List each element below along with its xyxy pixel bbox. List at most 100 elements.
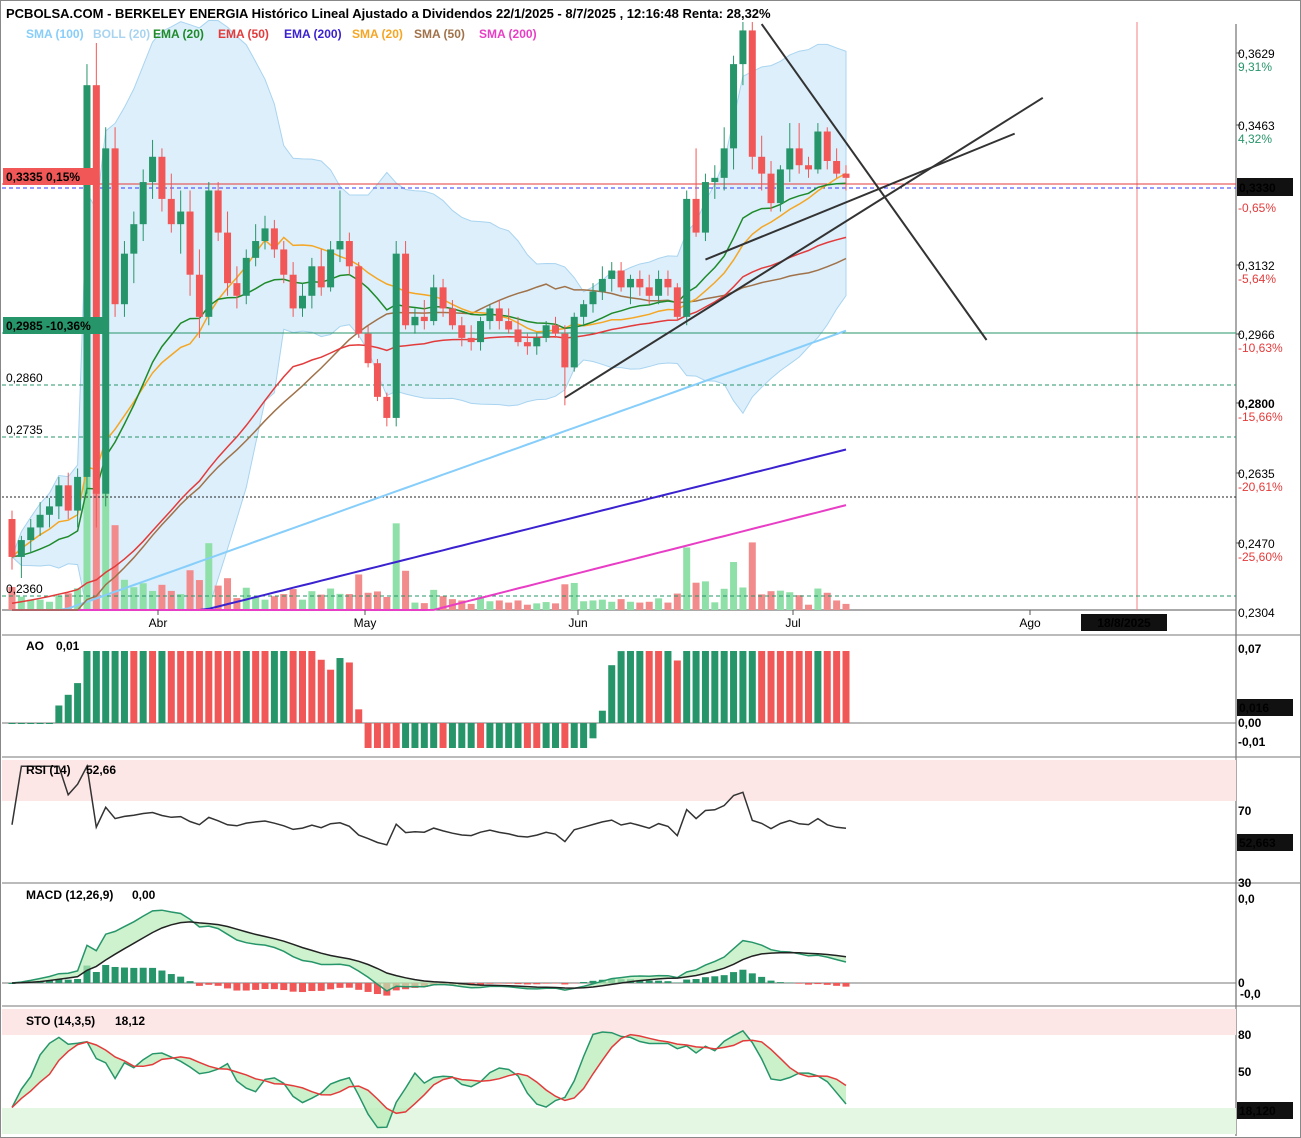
ao-bar — [336, 658, 344, 723]
macd-hist-bar — [645, 980, 653, 983]
macd-hist-bar — [74, 979, 82, 983]
candle-body — [552, 325, 560, 334]
ao-bar — [748, 651, 756, 723]
candle — [477, 316, 485, 351]
macd-hist-bar — [252, 983, 260, 990]
candle — [195, 249, 203, 338]
candle — [383, 392, 391, 427]
month-axis: Abr May Jun Jul Ago 18/8/2025 — [149, 610, 1167, 631]
candle-body — [814, 131, 822, 170]
candle — [36, 502, 44, 536]
ao-bar — [833, 651, 841, 723]
ao-bar — [814, 651, 822, 723]
volume-bar — [233, 598, 241, 610]
macd-hist-bar — [711, 976, 719, 983]
candle — [177, 190, 185, 254]
candle-body — [570, 316, 578, 368]
candle — [776, 165, 784, 212]
ao-bar — [345, 662, 353, 723]
level-labels: 0,3335 0,15% 0,2985 -10,36% 0,2860 0,2735 0,… — [3, 168, 107, 596]
candle — [786, 123, 794, 183]
volume-bar — [495, 600, 503, 610]
volume-bar — [64, 593, 72, 610]
candle-body — [158, 156, 166, 199]
macd-hist-bar — [289, 983, 297, 992]
macd-hist-bar — [55, 979, 63, 983]
ao-bar — [692, 651, 700, 723]
macd-hist-bar — [542, 983, 550, 984]
ao-bar — [92, 651, 100, 723]
ao-bar — [448, 723, 456, 748]
volume-bar — [617, 599, 625, 610]
macd-hist-bar — [533, 983, 541, 985]
macd-hist-bar — [224, 983, 232, 989]
macd-hist-bar — [130, 967, 138, 983]
candle — [683, 190, 691, 326]
candle — [795, 123, 803, 174]
candle-body — [64, 485, 72, 511]
trendline-support — [564, 96, 1044, 399]
price-tick-label: 0,2635 — [1238, 467, 1275, 481]
month-label-jul: Jul — [785, 616, 800, 630]
ao-value: 0,01 — [56, 639, 80, 653]
indicator-legend: SMA (100) BOLL (20) EMA (20) EMA (50) EMA (2… — [26, 27, 537, 41]
month-label-abr: Abr — [149, 616, 168, 630]
macd-hist-bar — [664, 981, 672, 983]
volume-bar — [214, 585, 222, 610]
candle — [102, 127, 110, 507]
sto-tick-50: 50 — [1238, 1065, 1252, 1079]
candle — [261, 215, 269, 250]
ao-bar — [514, 723, 522, 748]
candle — [439, 278, 447, 317]
macd-hist-bar — [561, 983, 569, 985]
candle — [608, 262, 616, 292]
candle-body — [748, 30, 756, 157]
candle — [580, 299, 588, 326]
volume-bar — [55, 595, 63, 610]
sto-current: 18,120 — [1239, 1104, 1276, 1118]
legend-sma-200: SMA (200) — [479, 27, 537, 41]
candle-body — [617, 270, 625, 288]
ao-bar — [298, 651, 306, 723]
volume-bar — [608, 601, 616, 610]
candle — [345, 232, 353, 275]
candle-body — [589, 291, 597, 305]
candle — [186, 190, 194, 296]
ao-bar — [645, 651, 653, 723]
level-tag-current: 0,3335 0,15% — [6, 170, 80, 184]
sto-title: STO (14,3,5) — [26, 1014, 95, 1028]
rsi-tick-30: 30 — [1238, 876, 1252, 890]
sto-value: 18,12 — [115, 1014, 145, 1028]
macd-panel: MACD (12,26,9) 0,00 0,00-0,0 — [2, 888, 1261, 1001]
macd-hist-bar — [767, 980, 775, 983]
candle — [149, 139, 157, 199]
macd-value: 0,00 — [132, 888, 156, 902]
volume-bar — [111, 525, 119, 610]
candle — [739, 22, 747, 86]
candle — [598, 266, 606, 300]
candle-body — [92, 85, 100, 494]
candle — [83, 64, 91, 494]
sma100-line — [12, 329, 847, 611]
volume-bar — [739, 587, 747, 610]
candle-body — [27, 527, 35, 541]
ao-tick-max: 0,07 — [1238, 642, 1262, 656]
volume-bar — [336, 593, 344, 610]
candle — [336, 190, 344, 263]
ao-bar — [45, 723, 53, 724]
ao-bar — [233, 651, 241, 723]
macd-hist-bar — [242, 983, 250, 991]
ao-bar — [458, 723, 466, 748]
macd-hist-bar — [655, 980, 663, 983]
candle — [233, 266, 241, 309]
candle-body — [233, 283, 241, 296]
price-tick-pct: -25,60% — [1238, 550, 1283, 564]
candle-body — [17, 540, 25, 557]
candle-body — [298, 295, 306, 309]
price-tick-label: 0,2800 — [1238, 397, 1275, 411]
horizontal-levels — [2, 183, 1236, 597]
ao-bar — [308, 651, 316, 723]
candle — [120, 241, 128, 317]
candle-body — [205, 190, 213, 317]
macd-hist-bar — [355, 983, 363, 990]
